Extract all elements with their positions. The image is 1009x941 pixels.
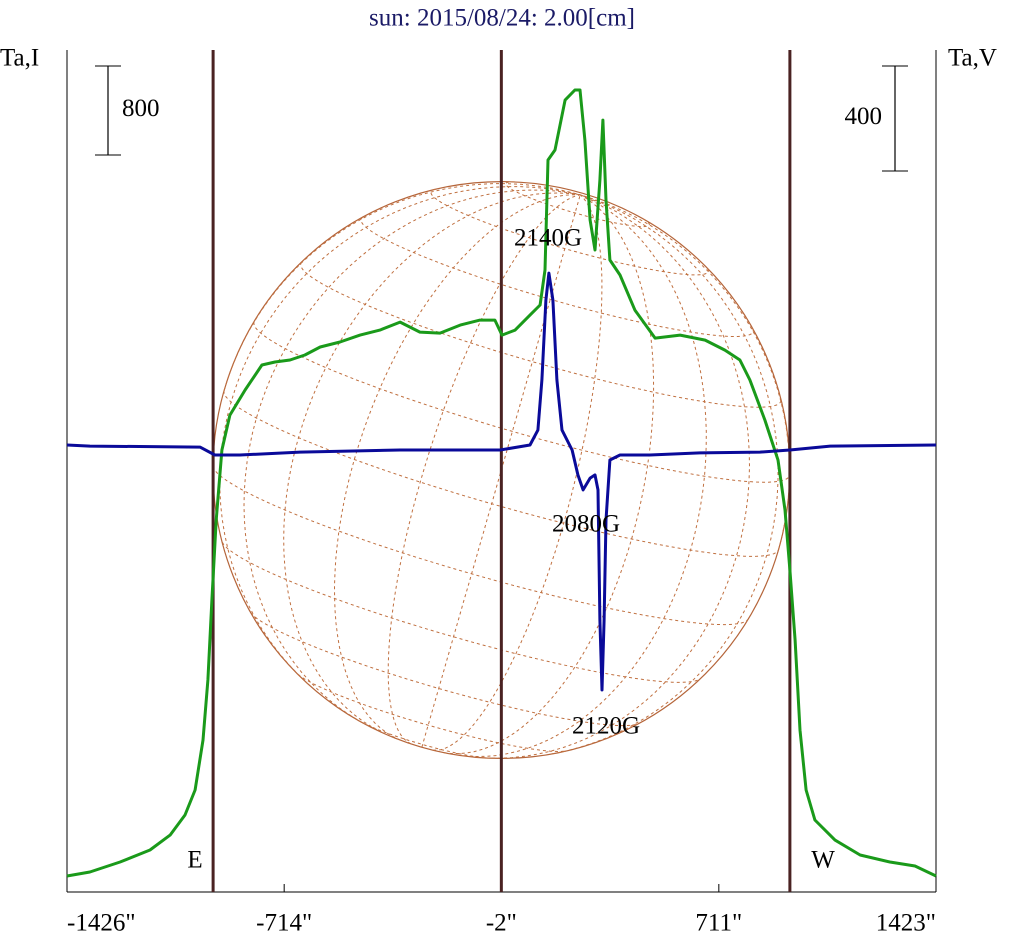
disc-grid xyxy=(250,612,639,727)
x-tick-label: -1426" xyxy=(67,910,136,937)
disc-grid xyxy=(485,194,751,759)
disc-grid xyxy=(551,194,779,755)
chart-title: sun: 2015/08/24: 2.00[cm] xyxy=(369,5,635,32)
data-line xyxy=(66,88,937,878)
annotation: 2120G xyxy=(572,713,640,740)
x-tick-label: -2" xyxy=(486,910,517,937)
annotation: E xyxy=(187,847,202,874)
disc-grid xyxy=(505,181,650,228)
disc-grid xyxy=(223,390,780,557)
disc-grid xyxy=(433,194,603,751)
x-tick-label: -714" xyxy=(256,910,312,937)
scale-bar-label: 800 xyxy=(122,95,160,122)
disc-grid xyxy=(430,188,709,276)
annotation: 2080G xyxy=(552,511,620,538)
data-line xyxy=(66,271,937,692)
disc-grid xyxy=(443,194,655,755)
disc-grid xyxy=(297,673,566,752)
disc-grid xyxy=(421,194,581,748)
x-tick-label: 1423" xyxy=(876,910,936,937)
disc-grid xyxy=(219,186,581,685)
disc-grid xyxy=(253,321,790,483)
annotation: W xyxy=(811,847,835,874)
annotation: 2140G xyxy=(514,225,582,252)
disc-grid xyxy=(221,541,701,683)
y2-axis-label: Ta,V xyxy=(948,45,997,72)
disc-grid xyxy=(463,194,707,758)
disc-grid xyxy=(360,216,754,337)
disc-grid xyxy=(387,194,581,745)
disc-grid xyxy=(243,189,581,723)
y-axis-label: Ta,I xyxy=(0,45,39,72)
disc-grid xyxy=(212,466,749,626)
scale-bar-label: 400 xyxy=(845,103,883,130)
disc-grid xyxy=(283,192,581,733)
x-tick-label: 711" xyxy=(695,910,742,937)
